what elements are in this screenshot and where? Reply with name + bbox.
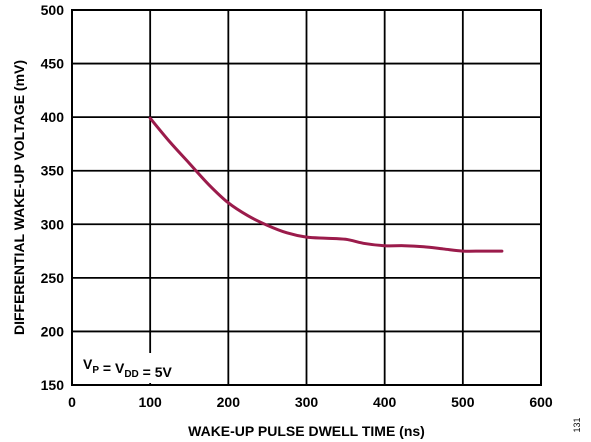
annotation-subscript: DD [124, 369, 138, 380]
x-tick-label: 400 [373, 394, 397, 410]
annotation-part: V [83, 356, 93, 372]
x-tick-labels: 0 100 200 300 400 500 600 [68, 394, 553, 410]
series-group [148, 116, 504, 253]
x-tick-label: 300 [295, 394, 319, 410]
y-tick-label: 500 [41, 2, 65, 18]
x-tick-label: 0 [68, 394, 76, 410]
y-tick-label: 350 [41, 163, 65, 179]
condition-annotation: VP = VDD = 5V [78, 353, 178, 383]
y-tick-label: 250 [41, 270, 65, 286]
x-axis-label: WAKE-UP PULSE DWELL TIME (ns) [188, 423, 425, 439]
y-axis-label: DIFFERENTIAL WAKE-UP VOLTAGE (mV) [11, 60, 27, 335]
annotation-part: = 5V [139, 364, 173, 380]
y-tick-label: 450 [41, 56, 65, 72]
y-tick-label: 150 [41, 377, 65, 393]
x-tick-label: 600 [529, 394, 553, 410]
y-tick-labels: 150 200 250 300 350 400 450 500 [41, 2, 65, 393]
figure-id: 131 [572, 417, 582, 432]
plot-frame [71, 9, 542, 386]
annotation-part: = V [99, 360, 125, 376]
y-tick-label: 200 [41, 323, 65, 339]
x-tick-label: 500 [451, 394, 475, 410]
condition-annotation-text: VP = VDD = 5V [83, 356, 173, 380]
series-line [148, 116, 504, 253]
x-tick-label: 100 [138, 394, 162, 410]
y-tick-label: 300 [41, 216, 65, 232]
y-tick-label: 400 [41, 109, 65, 125]
grid-lines [71, 9, 542, 386]
annotation-subscript: P [92, 365, 99, 376]
x-tick-label: 200 [217, 394, 241, 410]
